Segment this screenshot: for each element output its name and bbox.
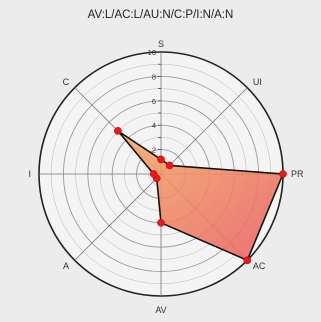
axis-label-pr: PR [291,169,304,179]
data-point-pr [279,170,287,178]
axis-label-ui: UI [253,77,262,87]
axis-line-ui [160,87,248,175]
data-point-i [149,170,158,178]
data-point-ui [165,161,174,170]
tick-label-4: 4 [152,121,156,130]
chart-title: AV:L/AC:L/AU:N/C:P/I:N/A:N [87,9,234,21]
tick-label-10: 10 [148,48,156,57]
tick-label-6: 6 [152,97,156,106]
axis-label-i: I [28,169,31,179]
tick-label-8: 8 [152,72,156,81]
data-point-c [114,127,122,135]
axis-label-a: A [63,261,69,271]
axis-label-s: S [158,39,164,49]
data-point-av [157,218,165,227]
axis-label-c: C [63,77,70,87]
axis-label-ac: AC [253,261,266,271]
tick-label-2: 2 [152,146,156,155]
axis-line-a [74,173,162,261]
axis-label-av: AV [155,305,166,315]
data-point-ac [243,256,252,265]
data-point-s [157,155,165,164]
